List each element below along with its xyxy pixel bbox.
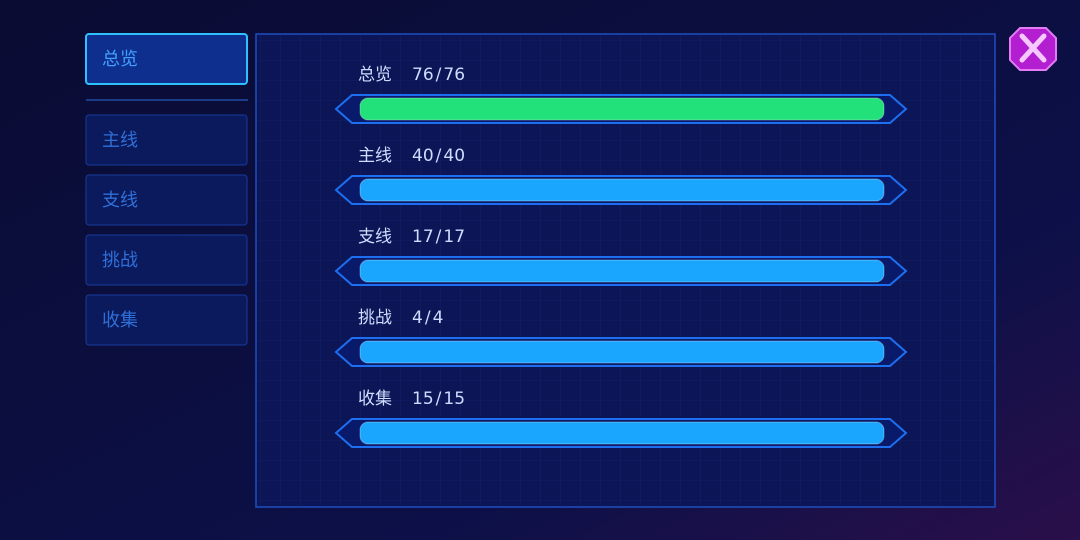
progress-total: 4 xyxy=(433,308,444,328)
bar-fill xyxy=(359,178,885,202)
tab-background xyxy=(85,114,248,166)
bar-fill xyxy=(359,259,885,283)
progress-total: 17 xyxy=(443,227,465,247)
progress-row: 总览 76/76 xyxy=(334,65,908,124)
progress-row: 收集 15/15 xyxy=(334,389,908,448)
progress-row: 挑战 4/4 xyxy=(334,308,908,367)
bar-fill xyxy=(359,421,885,445)
tab[interactable]: 总览 xyxy=(85,33,248,85)
tab-label: 收集 xyxy=(102,310,138,331)
progress-separator: / xyxy=(436,65,442,85)
row-label: 主线 xyxy=(358,146,392,166)
progress-current: 15 xyxy=(412,389,434,409)
progress-row: 主线 40/40 xyxy=(334,146,908,205)
bar-fill xyxy=(359,340,885,364)
close-button[interactable] xyxy=(1009,27,1057,71)
progress-current: 4 xyxy=(412,308,423,328)
tab-label: 总览 xyxy=(102,49,138,70)
tab[interactable]: 支线 xyxy=(85,174,248,226)
row-label: 总览 xyxy=(358,65,392,85)
progress-current: 40 xyxy=(412,146,434,166)
progress-separator: / xyxy=(436,146,442,166)
bar-fill xyxy=(359,97,885,121)
progress-separator: / xyxy=(436,389,442,409)
progress-total: 15 xyxy=(443,389,465,409)
tab-label: 挑战 xyxy=(102,250,138,271)
tab-background xyxy=(85,174,248,226)
progress-separator: / xyxy=(436,227,442,247)
row-label: 支线 xyxy=(358,227,392,247)
tab-background xyxy=(85,234,248,286)
tab-label: 主线 xyxy=(102,130,138,151)
tab-background xyxy=(85,294,248,346)
tab-label: 支线 xyxy=(102,190,138,211)
tab-background xyxy=(85,33,248,85)
progress-total: 76 xyxy=(443,65,465,85)
progress-current: 76 xyxy=(412,65,434,85)
tab[interactable]: 收集 xyxy=(85,294,248,346)
row-label: 收集 xyxy=(358,389,392,409)
progress-separator: / xyxy=(425,308,431,328)
row-label: 挑战 xyxy=(358,308,392,328)
tab[interactable]: 挑战 xyxy=(85,234,248,286)
progress-total: 40 xyxy=(443,146,465,166)
progress-current: 17 xyxy=(412,227,434,247)
progress-row: 支线 17/17 xyxy=(334,227,908,286)
tab[interactable]: 主线 xyxy=(85,114,248,166)
